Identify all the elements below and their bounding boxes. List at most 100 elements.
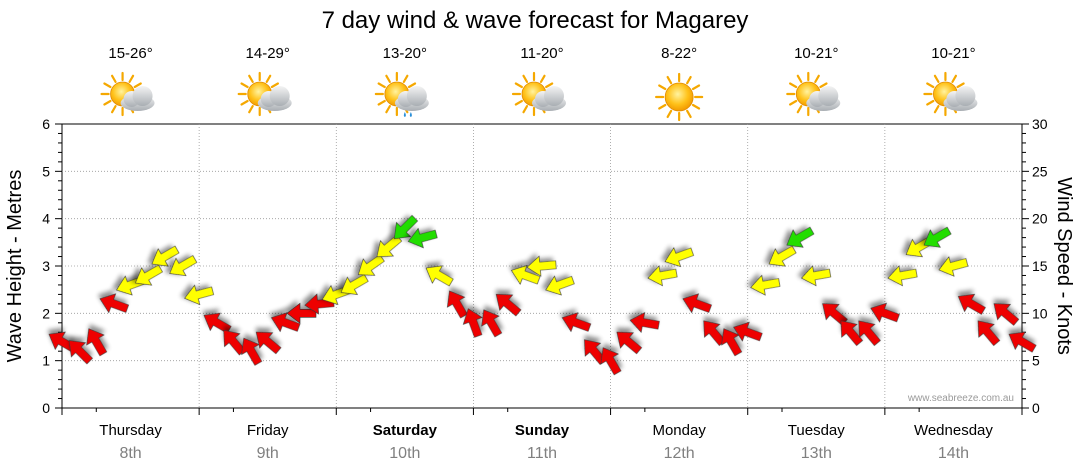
cloud-puff [544, 86, 564, 106]
wind-arrow [340, 274, 369, 295]
sun-ray [385, 105, 391, 114]
sun-ray [514, 99, 523, 106]
sun-ray [248, 74, 254, 83]
day-name-label: Saturday [373, 422, 438, 439]
sun-ray [926, 99, 935, 106]
sun-ray [796, 105, 803, 114]
day-forecast-header: 8-22° [655, 45, 704, 122]
day-date-label: 8th [119, 445, 141, 462]
wind-arrow [446, 290, 468, 319]
wind-arrow [241, 337, 263, 366]
sun-ray [103, 82, 112, 89]
sun-cloud-rain-icon [374, 71, 429, 117]
wind-arrow [768, 245, 797, 267]
sun-ray [956, 82, 965, 89]
wind-arrow [561, 312, 592, 333]
wind-arrow [545, 275, 575, 296]
sun-ray [545, 82, 554, 89]
day-name-label: Sunday [515, 422, 570, 439]
left-tick-label: 5 [42, 163, 50, 179]
rain-drop [403, 112, 406, 117]
x-axis-day-labels: Thursday 8th Friday 9th Saturday 10th Sunday 11… [61, 408, 1023, 462]
sun-ray [407, 82, 417, 89]
wind-arrow [68, 340, 93, 365]
sun-ray [933, 105, 940, 114]
wind-arrow [858, 320, 881, 347]
temperature-range: 10-21° [794, 45, 838, 62]
sun-ray [522, 105, 529, 114]
sun-ray [788, 99, 798, 106]
wind-arrow [887, 265, 918, 287]
left-tick-label: 1 [42, 353, 50, 369]
wind-arrow [682, 293, 712, 314]
day-name-label: Tuesday [788, 422, 845, 439]
cloud-puff [132, 86, 153, 106]
grid [62, 124, 1022, 408]
wind-arrows [48, 214, 1037, 376]
sun-ray [110, 105, 117, 114]
wind-arrow [270, 312, 301, 333]
wind-arrow [526, 255, 557, 277]
sun-ray [686, 109, 692, 119]
sun-ray [926, 82, 935, 89]
sun-icon [655, 72, 704, 122]
wind-arrow [462, 308, 483, 338]
sun-ray [522, 74, 529, 83]
day-name-label: Wednesday [914, 422, 993, 439]
cloud-shape [943, 86, 978, 111]
sun-ray [666, 75, 673, 85]
wind-arrow [786, 226, 815, 248]
wind-arrow [184, 284, 215, 306]
sun-ray [796, 74, 803, 83]
day-forecast-header: 10-21° [923, 45, 978, 117]
sun-ray [402, 74, 409, 83]
cloud-puff [818, 86, 839, 106]
sun-ray [133, 82, 142, 89]
wind-arrow [425, 265, 454, 287]
left-tick-label: 4 [42, 211, 50, 227]
left-axis-ticks: 0 1 2 3 4 5 6 [42, 116, 62, 416]
temperature-range: 13-20° [383, 45, 427, 62]
cloud-puff [955, 86, 976, 106]
watermark: www.seabreeze.com.au [907, 393, 1014, 404]
wind-arrow [923, 226, 952, 248]
wind-arrow [993, 303, 1020, 326]
left-axis-label: Wave Height - Metres [4, 170, 26, 363]
sun-cloud-icon [511, 71, 566, 117]
wind-arrow [957, 293, 986, 315]
day-date-label: 14th [938, 445, 969, 462]
sun-ray [385, 74, 391, 83]
wind-arrow [134, 264, 163, 286]
sun-ray [377, 82, 386, 89]
sun-ray [951, 74, 958, 83]
wind-arrow [840, 320, 864, 347]
right-tick-label: 20 [1032, 211, 1048, 227]
wind-arrow [616, 331, 643, 355]
day-forecast-header: 14-29° [237, 45, 292, 117]
wind-arrow [510, 264, 541, 285]
day-forecast-header: 10-21° [786, 45, 841, 117]
day-date-label: 10th [389, 445, 420, 462]
wind-arrow [481, 309, 503, 338]
wind-arrow [255, 331, 282, 355]
day-name-label: Thursday [99, 422, 162, 439]
temperature-range: 14-29° [246, 45, 290, 62]
sun-cloud-icon [923, 71, 978, 117]
temperature-range: 15-26° [108, 45, 152, 62]
wind-arrow [600, 347, 622, 376]
wind-arrow [870, 302, 900, 323]
sun-ray [514, 82, 523, 89]
sun-ray [814, 74, 820, 83]
right-tick-label: 0 [1032, 400, 1040, 416]
sun-ray [248, 105, 254, 114]
wind-arrow [733, 321, 763, 342]
sun-cloud-icon [786, 71, 841, 117]
sun-ray [788, 82, 798, 89]
right-tick-label: 15 [1032, 258, 1048, 274]
sun-cloud-icon [100, 71, 155, 117]
wind-arrow [629, 312, 660, 333]
right-tick-label: 30 [1032, 116, 1048, 132]
day-forecast-header: 13-20° [374, 45, 429, 117]
temperature-range: 8-22° [661, 45, 697, 62]
sun-ray [691, 103, 701, 110]
